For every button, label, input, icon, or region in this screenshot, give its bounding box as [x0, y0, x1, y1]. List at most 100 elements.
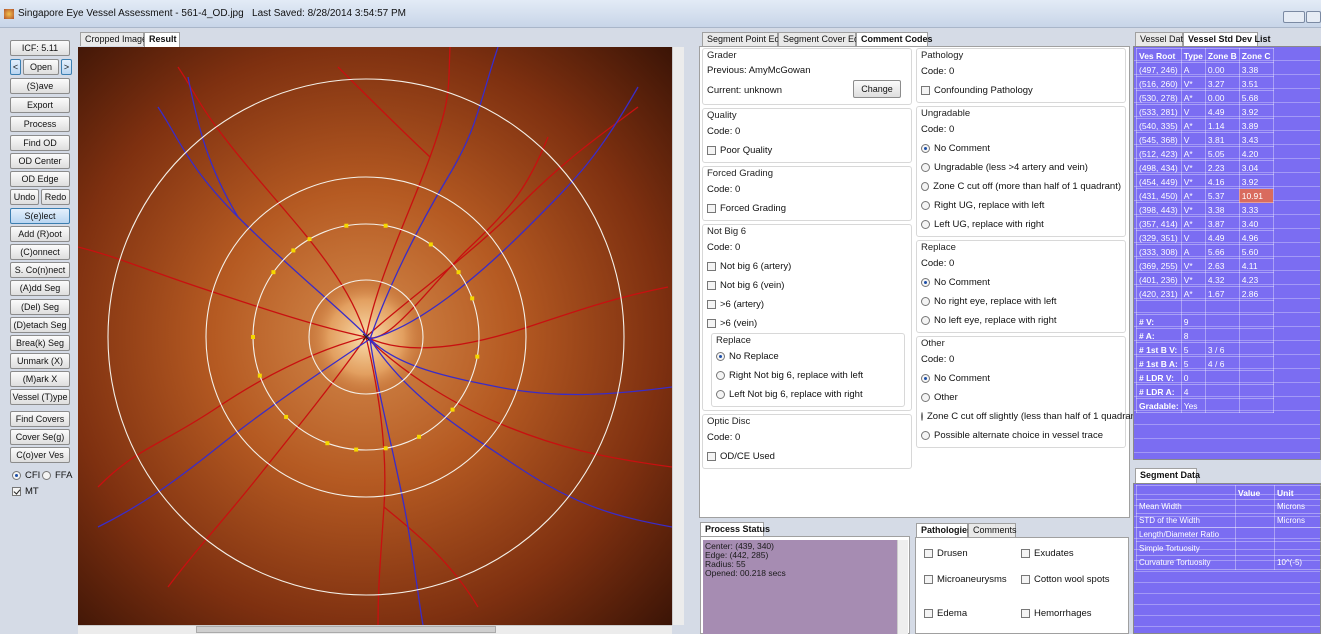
vessel-row[interactable]: (329, 351) V 4.49 4.96	[1136, 230, 1274, 245]
fundus-image[interactable]	[78, 47, 672, 625]
toolbar-button[interactable]: Undo	[10, 189, 39, 205]
checkbox[interactable]	[924, 609, 933, 618]
vessel-row[interactable]: (497, 246) A 0.00 3.38	[1136, 62, 1274, 77]
tab[interactable]: Segment Cover Edit	[778, 32, 864, 46]
option[interactable]: Poor Quality	[707, 141, 907, 160]
checkbox[interactable]	[707, 262, 716, 271]
option[interactable]: No Comment	[921, 273, 1121, 292]
option[interactable]: No left eye, replace with right	[921, 311, 1121, 330]
option[interactable]: Left Not big 6, replace with right	[716, 385, 900, 404]
change-button[interactable]: Change	[853, 80, 901, 98]
vessel-row[interactable]: (516, 260) V* 3.27 3.51	[1136, 76, 1274, 91]
vessel-row[interactable]: (420, 231) A* 1.67 2.86	[1136, 286, 1274, 301]
checkbox[interactable]	[707, 300, 716, 309]
radio-button[interactable]	[716, 371, 725, 380]
tab[interactable]: Comments	[968, 523, 1017, 537]
checkbox[interactable]	[707, 452, 716, 461]
mode-option[interactable]: FFA	[42, 466, 72, 485]
vessel-row[interactable]: (357, 414) A* 3.87 3.40	[1136, 216, 1274, 231]
checkbox[interactable]	[924, 575, 933, 584]
toolbar-button[interactable]: C(o)ver Ves	[10, 447, 70, 463]
toolbar-button[interactable]: Find OD	[10, 135, 70, 151]
option[interactable]: No Comment	[921, 369, 1121, 388]
vessel-row[interactable]: (454, 449) V* 4.16 3.92	[1136, 174, 1274, 189]
radio-button[interactable]	[716, 352, 725, 361]
toolbar-button[interactable]: Redo	[41, 189, 70, 205]
toolbar-button[interactable]: (Del) Seg	[10, 299, 70, 315]
checkbox[interactable]	[921, 86, 930, 95]
toolbar-button[interactable]: (M)ark X	[10, 371, 70, 387]
vessel-row[interactable]: (398, 443) V* 3.38 3.33	[1136, 202, 1274, 217]
toolbar-button[interactable]: Add (R)oot	[10, 226, 70, 242]
toolbar-button[interactable]: Find Covers	[10, 411, 70, 427]
pathology-option[interactable]: Edema	[924, 604, 967, 623]
option[interactable]: Possible alternate choice in vessel trac…	[921, 426, 1121, 445]
checkbox[interactable]	[1021, 549, 1030, 558]
toolbar-button[interactable]: S. Co(n)nect	[10, 262, 70, 278]
radio-button[interactable]	[921, 374, 930, 383]
radio-button[interactable]	[921, 201, 930, 210]
toolbar-button[interactable]: S(e)lect	[10, 208, 70, 224]
checkbox[interactable]	[1021, 609, 1030, 618]
radio-button[interactable]	[921, 412, 923, 421]
tab[interactable]: Segment Data	[1135, 468, 1200, 483]
option[interactable]: Forced Grading	[707, 199, 907, 218]
checkbox[interactable]	[707, 204, 716, 213]
minimize-button[interactable]	[1283, 11, 1305, 23]
tab[interactable]: Comment Codes	[856, 32, 933, 47]
vessel-row[interactable]: (498, 434) V* 2.23 3.04	[1136, 160, 1274, 175]
checkbox[interactable]	[707, 281, 716, 290]
toolbar-button[interactable]: (C)onnect	[10, 244, 70, 260]
checkbox[interactable]	[707, 319, 716, 328]
pathology-option[interactable]: Exudates	[1021, 544, 1074, 563]
radio-button[interactable]	[921, 431, 930, 440]
toolbar-button[interactable]: Process	[10, 116, 70, 132]
pathology-option[interactable]: Cotton wool spots	[1021, 570, 1110, 589]
checkbox[interactable]	[924, 549, 933, 558]
vessel-row[interactable]: (431, 450) A* 5.37 10.91	[1136, 188, 1274, 203]
option[interactable]: Not big 6 (artery)	[707, 257, 907, 276]
radio-button[interactable]	[716, 390, 725, 399]
toolbar-button[interactable]: (A)dd Seg	[10, 280, 70, 296]
toolbar-button[interactable]: OD Center	[10, 153, 70, 169]
option[interactable]: No Comment	[921, 139, 1121, 158]
maximize-button[interactable]	[1306, 11, 1321, 23]
pathology-option[interactable]: Microaneurysms	[924, 570, 1007, 589]
mode-option[interactable]: CFI	[12, 466, 40, 485]
checkbox[interactable]	[1021, 575, 1030, 584]
tab[interactable]: Segment Point Edit	[702, 32, 784, 46]
toolbar-button[interactable]: Unmark (X)	[10, 353, 70, 369]
option[interactable]: >6 (artery)	[707, 295, 907, 314]
option[interactable]: OD/CE Used	[707, 447, 907, 466]
checkbox[interactable]	[12, 487, 21, 496]
tab[interactable]: Vessel Data	[1135, 32, 1188, 46]
toolbar-button[interactable]: (D)etach Seg	[10, 317, 70, 333]
radio-button[interactable]	[921, 316, 930, 325]
option[interactable]: Confounding Pathology	[921, 81, 1121, 100]
status-scrollbar[interactable]	[897, 540, 908, 634]
vessel-row[interactable]: (333, 308) A 5.66 5.60	[1136, 244, 1274, 259]
radio-button[interactable]	[921, 163, 930, 172]
tab[interactable]: Cropped Image	[80, 32, 147, 46]
checkbox[interactable]	[707, 146, 716, 155]
toolbar-button[interactable]: Export	[10, 97, 70, 113]
radio-button[interactable]	[921, 297, 930, 306]
radio-button[interactable]	[921, 144, 930, 153]
vessel-row[interactable]: (512, 423) A* 5.05 4.20	[1136, 146, 1274, 161]
vessel-row[interactable]: (533, 281) V 4.49 3.92	[1136, 104, 1274, 119]
toolbar-button[interactable]: >	[61, 59, 72, 75]
option[interactable]: Right Not big 6, replace with left	[716, 366, 900, 385]
radio-button[interactable]	[921, 182, 930, 191]
option[interactable]: Zone C cut off slightly (less than half …	[921, 407, 1142, 426]
radio-button[interactable]	[42, 471, 51, 480]
vessel-row[interactable]: (401, 236) V* 4.32 4.23	[1136, 272, 1274, 287]
radio-button[interactable]	[12, 471, 21, 480]
tab[interactable]: Vessel Std Dev List	[1183, 32, 1271, 47]
option[interactable]: Ungradable (less >4 artery and vein)	[921, 158, 1121, 177]
scroll-thumb[interactable]	[196, 626, 496, 633]
toolbar-button[interactable]: Open	[23, 59, 59, 75]
option[interactable]: Right UG, replace with left	[921, 196, 1121, 215]
option[interactable]: Other	[921, 388, 1121, 407]
radio-button[interactable]	[921, 393, 930, 402]
radio-button[interactable]	[921, 278, 930, 287]
